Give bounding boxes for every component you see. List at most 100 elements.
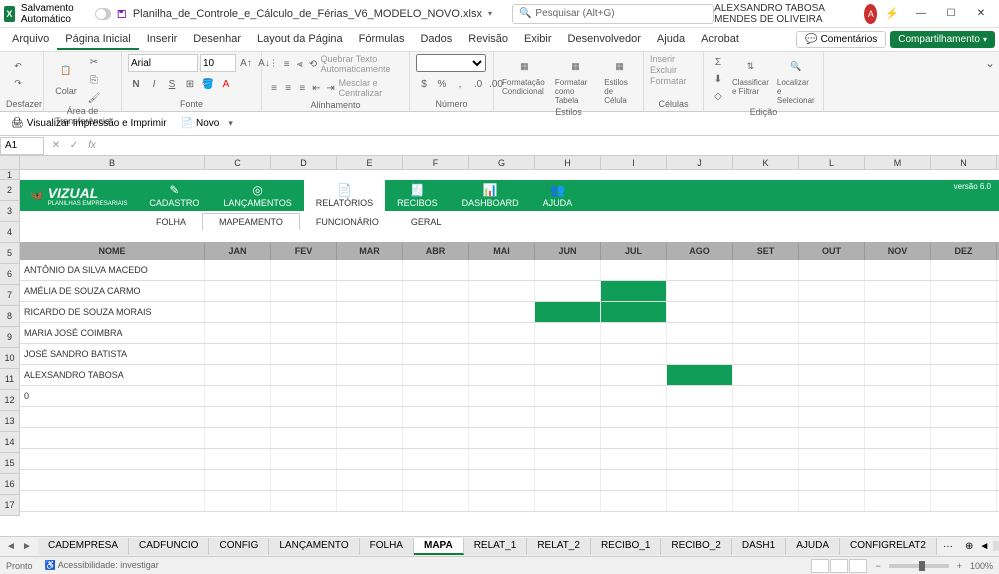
page-layout-view-button[interactable] [830, 559, 848, 573]
month-cell[interactable] [799, 386, 865, 406]
menu-item-desenvolvedor[interactable]: Desenvolvedor [560, 30, 649, 50]
menu-item-dados[interactable]: Dados [412, 30, 460, 50]
month-cell[interactable] [865, 281, 931, 301]
minimize-button[interactable]: — [907, 4, 935, 24]
month-cell[interactable] [733, 344, 799, 364]
month-cell[interactable] [469, 323, 535, 343]
table-row[interactable] [20, 470, 999, 491]
format-painter-button[interactable]: 🖌 [86, 90, 102, 106]
month-cell[interactable] [205, 344, 271, 364]
column-header[interactable]: B [20, 156, 205, 169]
month-cell[interactable] [601, 386, 667, 406]
column-header[interactable]: M [865, 156, 931, 169]
column-header[interactable]: L [799, 156, 865, 169]
new-button[interactable]: 📄 Novo [176, 115, 225, 132]
align-top-button[interactable]: ⫶ [268, 56, 279, 72]
cut-button[interactable]: ✂ [86, 54, 102, 70]
menu-item-desenhar[interactable]: Desenhar [185, 30, 249, 50]
column-header[interactable]: H [535, 156, 601, 169]
user-name[interactable]: ALEXSANDRO TABOSA MENDES DE OLIVEIRA [714, 3, 856, 25]
month-cell[interactable] [469, 281, 535, 301]
format-cells-button[interactable]: Formatar [650, 76, 687, 86]
format-table-button[interactable]: ▦Formatar como Tabela [553, 54, 598, 107]
month-cell[interactable] [931, 344, 997, 364]
nav-tab-ajuda[interactable]: 👥AJUDA [531, 180, 585, 211]
month-cell[interactable] [601, 281, 667, 301]
table-row[interactable]: RICARDO DE SOUZA MORAIS [20, 302, 999, 323]
horizontal-scrollbar[interactable] [993, 541, 999, 551]
toggle-switch[interactable] [95, 8, 111, 20]
sheet-tab[interactable]: CONFIG [209, 538, 269, 555]
autosave-toggle[interactable]: Salvamento Automático [21, 3, 111, 25]
month-cell[interactable] [799, 281, 865, 301]
row-header[interactable]: 11 [0, 369, 20, 390]
scroll-left-icon[interactable]: ◄ [979, 541, 989, 552]
month-cell[interactable] [337, 323, 403, 343]
menu-item-revisão[interactable]: Revisão [460, 30, 516, 50]
wrap-text-button[interactable]: Quebrar Texto Automaticamente [320, 54, 410, 74]
row-header[interactable]: 5 [0, 243, 20, 264]
row-header[interactable]: 13 [0, 411, 20, 432]
table-row[interactable]: ANTÔNIO DA SILVA MACEDO [20, 260, 999, 281]
month-cell[interactable] [337, 302, 403, 322]
delete-cells-button[interactable]: Excluir [650, 65, 677, 75]
column-header[interactable]: E [337, 156, 403, 169]
month-cell[interactable] [535, 386, 601, 406]
menu-item-inserir[interactable]: Inserir [139, 30, 186, 50]
nav-tab-cadastro[interactable]: ✎CADASTRO [137, 180, 211, 211]
fill-color-button[interactable]: 🪣 [200, 76, 216, 92]
row-header[interactable]: 8 [0, 306, 20, 327]
table-row[interactable]: ALEXSANDRO TABOSA [20, 365, 999, 386]
merge-button[interactable]: Mesclar e Centralizar [339, 78, 403, 98]
row-header[interactable]: 4 [0, 222, 20, 243]
column-header[interactable]: N [931, 156, 997, 169]
month-cell[interactable] [469, 344, 535, 364]
table-row[interactable]: 0 [20, 386, 999, 407]
page-break-view-button[interactable] [849, 559, 867, 573]
month-cell[interactable] [271, 344, 337, 364]
sub-tab-mapeamento[interactable]: MAPEAMENTO [202, 213, 300, 230]
menu-item-acrobat[interactable]: Acrobat [693, 30, 747, 50]
month-cell[interactable] [865, 260, 931, 280]
increase-font-button[interactable]: A↑ [238, 55, 254, 71]
column-header[interactable]: F [403, 156, 469, 169]
bold-button[interactable]: N [128, 76, 144, 92]
underline-button[interactable]: S [164, 76, 180, 92]
nav-tab-dashboard[interactable]: 📊DASHBOARD [450, 180, 531, 211]
month-cell[interactable] [271, 302, 337, 322]
zoom-slider[interactable] [889, 564, 949, 568]
column-header[interactable]: J [667, 156, 733, 169]
month-cell[interactable] [601, 302, 667, 322]
month-cell[interactable] [931, 386, 997, 406]
menu-item-fórmulas[interactable]: Fórmulas [351, 30, 413, 50]
column-header[interactable]: D [271, 156, 337, 169]
share-button[interactable]: Compartilhamento ▾ [890, 31, 995, 48]
sheet-tab[interactable]: CADEMPRESA [38, 538, 129, 555]
month-cell[interactable] [601, 260, 667, 280]
paste-button[interactable]: 📋 Colar [50, 54, 82, 98]
comments-button[interactable]: 💬 Comentários [796, 31, 886, 48]
nome-cell[interactable]: ALEXSANDRO TABOSA [20, 365, 205, 385]
undo-button[interactable]: ↶ ↷ [6, 54, 30, 91]
quickbar-overflow-icon[interactable]: ▾ [228, 118, 233, 129]
border-button[interactable]: ⊞ [182, 76, 198, 92]
month-cell[interactable] [469, 386, 535, 406]
table-row[interactable]: JOSÉ SANDRO BATISTA [20, 344, 999, 365]
close-button[interactable]: ✕ [967, 4, 995, 24]
sheet-tab[interactable]: RECIBO_2 [661, 538, 731, 555]
zoom-in-button[interactable]: + [957, 561, 962, 571]
month-cell[interactable] [535, 302, 601, 322]
nav-tab-relatórios[interactable]: 📄RELATÓRIOS [304, 180, 385, 211]
row-header[interactable]: 6 [0, 264, 20, 285]
find-select-button[interactable]: 🔍Localizar e Selecionar [775, 54, 817, 107]
comma-button[interactable]: , [452, 76, 468, 92]
percent-button[interactable]: % [434, 76, 450, 92]
month-cell[interactable] [667, 260, 733, 280]
month-cell[interactable] [667, 344, 733, 364]
row-header[interactable]: 14 [0, 432, 20, 453]
user-avatar[interactable]: A [864, 4, 877, 24]
month-cell[interactable] [799, 365, 865, 385]
month-cell[interactable] [403, 386, 469, 406]
month-cell[interactable] [403, 344, 469, 364]
decrease-indent-button[interactable]: ⇤ [310, 80, 322, 96]
